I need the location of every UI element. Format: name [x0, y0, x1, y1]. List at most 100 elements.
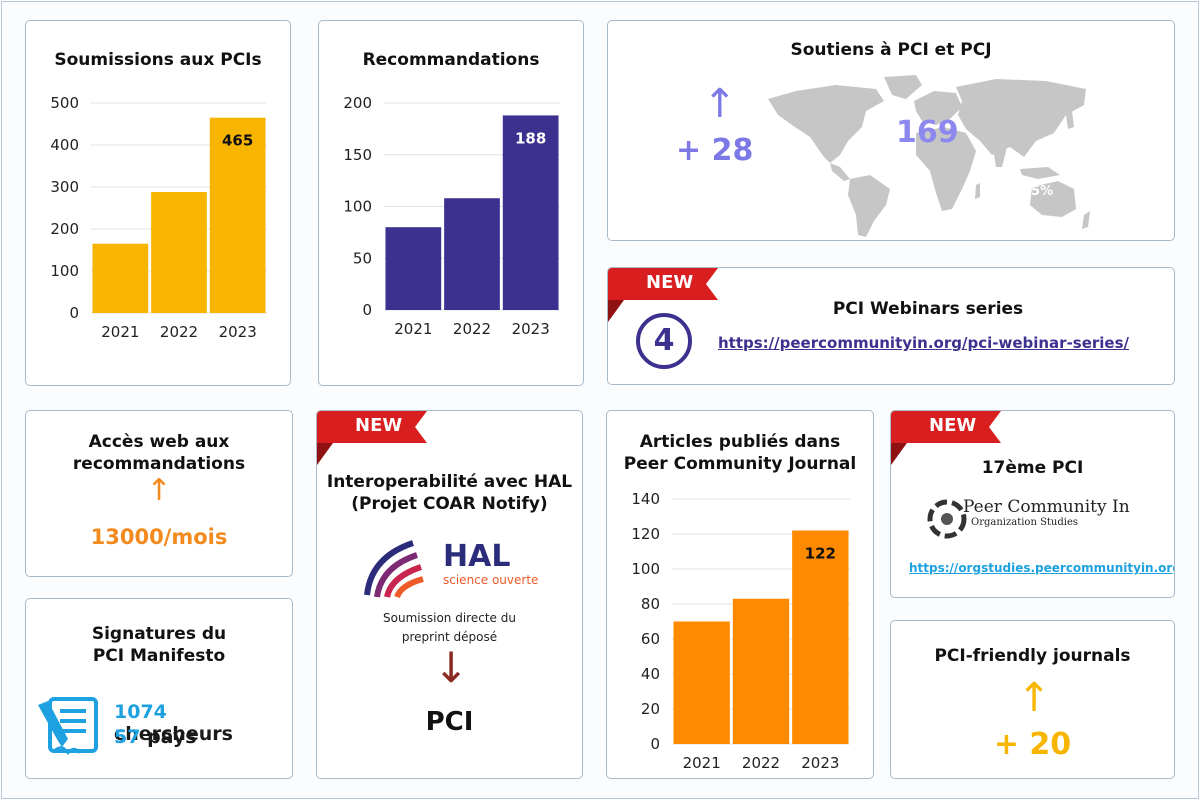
x-tick-label: 2023: [801, 754, 839, 772]
y-tick-label: 200: [343, 94, 372, 112]
new-ribbon: [317, 411, 427, 465]
title-line: Signatures du: [91, 624, 227, 644]
new-badge-label: NEW: [646, 272, 694, 293]
title-line: (Projet COAR Notify): [351, 494, 548, 514]
new-badge-label: NEW: [355, 415, 403, 436]
signers-researchers: 1074 chercheurs: [114, 701, 292, 745]
map-new-zealand: [1082, 211, 1090, 229]
bar-chart-articles: 0 20 40 60 80 100 120 140 2021 2022 2023 122: [631, 490, 850, 772]
supporters-share: 25%: [1022, 184, 1054, 199]
y-tick-label: 0: [650, 735, 660, 753]
up-arrow-icon: ↑: [146, 473, 172, 508]
y-tick-label: 0: [362, 301, 372, 319]
y-tick-label: 300: [50, 178, 79, 196]
researchers-count: 1074: [114, 701, 167, 723]
webinar-count-circle: 4: [636, 313, 692, 369]
data-label: 188: [515, 129, 546, 147]
bar: [209, 117, 266, 313]
y-tick-label: 0: [69, 304, 79, 322]
hal-logo-icon: [364, 540, 424, 599]
map-south-america: [848, 175, 890, 237]
title-line: Peer Community Journal: [623, 454, 857, 474]
x-tick-label: 2023: [512, 320, 550, 338]
card-acces-web: Accès web aux recommandations ↑ 13000/mo…: [25, 410, 293, 577]
y-tick-label: 20: [641, 700, 660, 718]
card-soutiens: Soutiens à PCI et PCJ ↑ + 28: [607, 20, 1175, 241]
supporters-delta: + 28: [676, 133, 754, 168]
y-tick-label: 100: [631, 560, 660, 578]
signed-document-icon: [38, 697, 98, 756]
title-line: Articles publiés dans: [639, 432, 841, 452]
x-tick-label: 2022: [742, 754, 780, 772]
card-hal: NEW Interoperabilité avec HAL (Projet CO…: [316, 410, 583, 779]
bar: [385, 227, 442, 310]
bar: [502, 115, 559, 310]
card-17eme-pci: NEW 17ème PCI Peer Community In Organiza…: [890, 410, 1175, 598]
title-line: Interoperabilité avec HAL: [326, 472, 573, 492]
org-logo-line1: Peer Community In: [963, 497, 1130, 517]
x-tick-label: 2021: [101, 323, 139, 341]
y-tick-label: 150: [343, 146, 372, 164]
map-india: [992, 141, 1008, 167]
bar: [673, 621, 730, 744]
y-tick-label: 200: [50, 220, 79, 238]
bar: [151, 192, 207, 313]
title-line: PCI Manifesto: [92, 646, 226, 666]
bar-chart-recommandations: 0 50 100 150 200 2021 2022 2023 188: [343, 94, 560, 338]
map-japan: [1066, 111, 1074, 129]
y-tick-label: 100: [50, 262, 79, 280]
map-australia: [1030, 181, 1076, 217]
card-title: 17ème PCI: [981, 458, 1084, 478]
up-arrow-icon: ↑: [703, 81, 737, 127]
card-title: Signatures du PCI Manifesto: [26, 623, 292, 667]
hal-logo-subtitle: science ouverte: [443, 573, 539, 587]
card-title: PCI-friendly journals: [934, 646, 1131, 666]
new-ribbon: [891, 411, 1001, 465]
y-tick-label: 100: [343, 198, 372, 216]
world-map: [768, 75, 1090, 237]
y-tick-label: 50: [353, 249, 372, 267]
map-madagascar: [975, 183, 980, 199]
new-badge-label: NEW: [929, 415, 977, 436]
bar: [444, 198, 500, 310]
web-access-stat: 13000/mois: [90, 525, 228, 549]
y-tick-label: 120: [631, 525, 660, 543]
y-tick-label: 40: [641, 665, 660, 683]
card-signatures: Signatures du PCI Manifesto 1074 cherche…: [25, 598, 293, 779]
x-tick-label: 2023: [219, 323, 257, 341]
org-logo-line2: Organization Studies: [971, 517, 1079, 528]
bar: [92, 243, 149, 313]
map-indonesia: [1020, 167, 1060, 179]
webinar-count: 4: [653, 323, 675, 358]
supporters-count: 169: [896, 115, 959, 150]
researchers-label: chercheurs: [114, 723, 233, 745]
hal-description: Soumission directe du preprint déposé: [317, 609, 582, 647]
signers-countries: 57 pays: [114, 726, 197, 748]
card-title: PCI Webinars series: [832, 299, 1024, 319]
title-line: Accès web aux: [88, 432, 230, 452]
y-tick-label: 60: [641, 630, 660, 648]
x-tick-label: 2022: [160, 323, 198, 341]
card-title: Accès web aux recommandations: [26, 431, 292, 475]
card-soumissions: Soumissions aux PCIs 0 100 200 300 400 500 202…: [25, 20, 291, 386]
y-tick-label: 80: [641, 595, 660, 613]
card-title: Articles publiés dans Peer Community Jou…: [607, 431, 873, 475]
bar-chart-soumissions: 0 100 200 300 400 500 2021 2022 2023 465: [50, 94, 267, 341]
desc-line: preprint déposé: [401, 630, 498, 644]
hal-logo-text: HAL: [443, 539, 511, 574]
webinar-link[interactable]: https://peercommunityin.org/pci-webinar-…: [718, 334, 1130, 352]
y-tick-label: 400: [50, 136, 79, 154]
org-studies-link[interactable]: https://orgstudies.peercommunityin.org/: [909, 561, 1175, 575]
up-arrow-icon: ↑: [1017, 675, 1051, 721]
map-greenland: [884, 75, 922, 99]
card-articles: Articles publiés dans Peer Community Jou…: [606, 410, 874, 779]
card-pci-friendly: PCI-friendly journals ↑ + 20: [890, 620, 1175, 779]
data-label: 465: [222, 132, 253, 150]
x-tick-label: 2022: [453, 320, 491, 338]
card-title: Soumissions aux PCIs: [54, 50, 262, 70]
bar: [792, 530, 849, 744]
countries-label: pays: [140, 726, 197, 748]
map-central-america: [830, 163, 850, 181]
bar: [732, 598, 790, 744]
